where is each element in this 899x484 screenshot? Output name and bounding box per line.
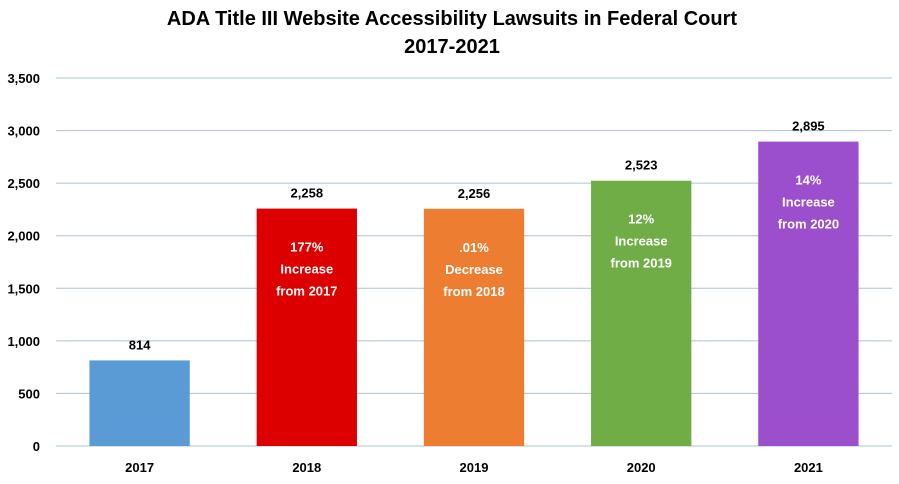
chart-subtitle: 2017-2021	[404, 36, 500, 58]
annotation-2020-line-3: from 2019	[610, 256, 671, 271]
x-tick-label-2021: 2021	[794, 460, 823, 475]
x-axis-ticks: 2017 2018 2019 2020 2021	[125, 460, 823, 475]
annotation-2018-line-3: from 2017	[276, 284, 337, 299]
x-tick-label-2019: 2019	[460, 460, 489, 475]
chart-title: ADA Title III Website Accessibility Laws…	[167, 8, 737, 30]
annotation-2018-line-1: 177%	[290, 240, 324, 255]
value-label-2017: 814	[129, 337, 151, 352]
value-label-2021: 2,895	[792, 119, 825, 134]
value-label-2020: 2,523	[625, 158, 658, 173]
bar-2018	[256, 208, 357, 446]
annotation-2021-line-3: from 2020	[778, 217, 839, 232]
x-tick-label-2017: 2017	[125, 460, 154, 475]
annotation-2020-line-2: Increase	[615, 234, 668, 249]
annotation-2019-line-3: from 2018	[443, 284, 504, 299]
bar-2017	[89, 360, 190, 446]
y-tick-label: 3,000	[7, 124, 40, 139]
bar-2021	[758, 141, 859, 446]
x-tick-label-2018: 2018	[292, 460, 321, 475]
annotation-2018-line-2: Increase	[280, 262, 333, 277]
y-axis-ticks: 0 500 1,000 1,500 2,000 2,500 3,000 3,500	[7, 71, 40, 454]
y-tick-label: 0	[33, 439, 40, 454]
data-labels: 814 2,258 177% Increase from 2017 2,256 .01% De…	[129, 119, 839, 353]
value-label-2019: 2,256	[458, 186, 491, 201]
annotation-2021-line-1: 14%	[795, 173, 821, 188]
bar-2020	[591, 180, 692, 446]
y-tick-label: 500	[18, 386, 40, 401]
y-tick-label: 2,500	[7, 176, 40, 191]
annotation-2020-line-1: 12%	[628, 212, 654, 227]
y-tick-label: 1,500	[7, 281, 40, 296]
annotation-2019-line-1: .01%	[459, 240, 489, 255]
value-label-2018: 2,258	[291, 186, 324, 201]
bars	[89, 141, 859, 446]
y-tick-label: 3,500	[7, 71, 40, 86]
x-tick-label-2020: 2020	[627, 460, 656, 475]
y-tick-label: 1,000	[7, 334, 40, 349]
annotation-2019-line-2: Decrease	[445, 262, 503, 277]
annotation-2021-line-2: Increase	[782, 195, 835, 210]
bar-2019	[423, 208, 525, 446]
y-tick-label: 2,000	[7, 229, 40, 244]
